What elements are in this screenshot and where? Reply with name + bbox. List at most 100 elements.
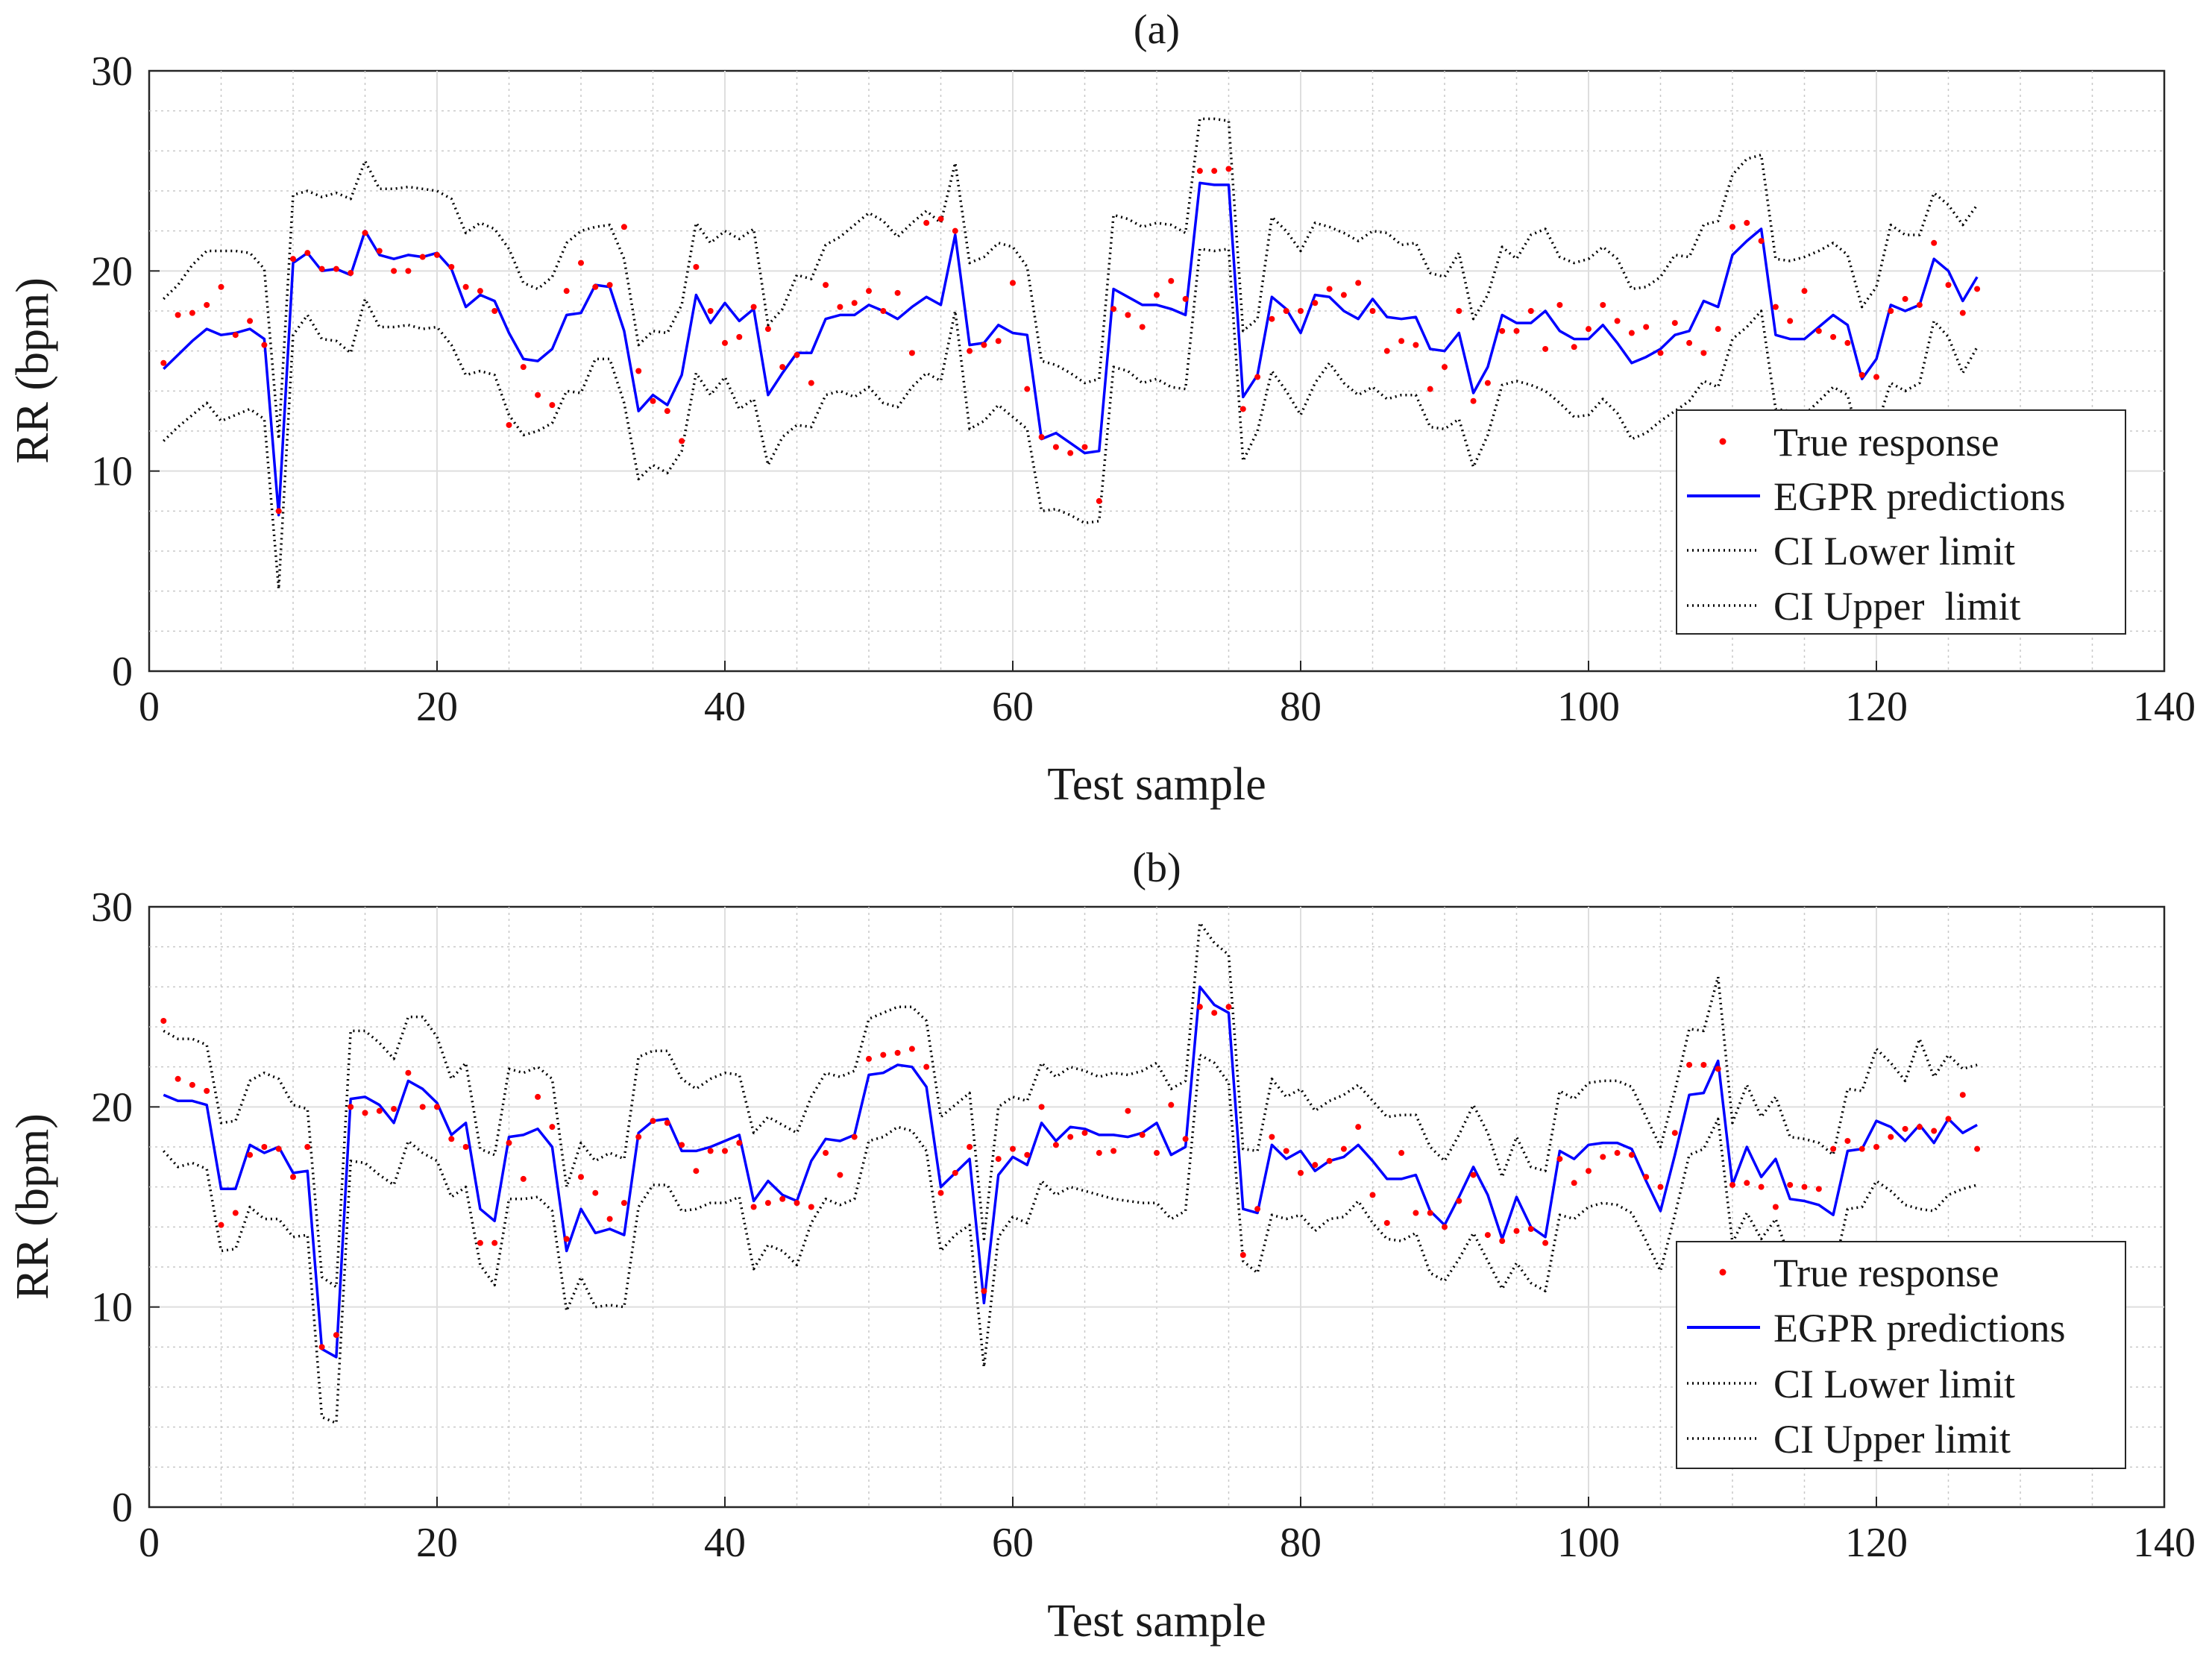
y-tick-label-b: 10: [91, 1285, 133, 1331]
true-response-point: [823, 282, 829, 289]
true-response-point: [275, 1145, 282, 1152]
x-axis-label-b: Test sample: [1047, 1596, 1266, 1647]
true-response-point: [1931, 1128, 1938, 1134]
x-tick-label-b: 60: [992, 1520, 1034, 1566]
true-response-point: [880, 1051, 887, 1058]
x-tick-label-a: 40: [704, 684, 746, 730]
true-response-point: [1398, 338, 1405, 345]
legend-label-ci-lower-a: CI Lower limit: [1773, 529, 2015, 573]
true-response-point: [1945, 282, 1952, 289]
true-response-point: [1196, 168, 1203, 174]
true-response-point: [232, 1210, 239, 1216]
true-response-point: [1657, 350, 1664, 356]
true-response-point: [491, 1239, 498, 1246]
true-response-point: [1513, 1227, 1520, 1234]
panel-b: 0 20 40 60 80 100 120 140 0 10 20 30 (b) Test sampl…: [7, 845, 2196, 1647]
ci-upper-limit-line-a: [163, 117, 1979, 441]
true-response-point: [894, 1049, 901, 1056]
true-response-point: [1096, 1150, 1102, 1157]
true-response-point: [1600, 301, 1606, 308]
true-response-point: [218, 1221, 224, 1228]
true-response-point: [1758, 1183, 1765, 1190]
legend-label-true-response-b: True response: [1773, 1251, 1999, 1295]
true-response-point: [261, 1144, 268, 1150]
true-response-point: [908, 350, 915, 356]
true-response-point: [1052, 1142, 1059, 1148]
true-response-point: [1038, 1104, 1045, 1110]
true-response-point: [1225, 1004, 1232, 1010]
ci-upper-limit-line-b: [163, 921, 1978, 1289]
true-response-point: [823, 1150, 829, 1157]
true-response-point: [1340, 1145, 1347, 1152]
y-axis-label-a: RR (bpm): [7, 277, 58, 464]
true-response-point: [606, 282, 613, 289]
true-response-point: [1355, 280, 1362, 286]
true-response-point: [333, 265, 339, 272]
true-response-point: [1067, 450, 1074, 456]
true-response-point: [405, 268, 412, 274]
legend-label-egpr-a: EGPR predictions: [1773, 474, 2065, 519]
true-response-point: [1787, 318, 1794, 324]
true-response-point: [391, 268, 398, 274]
true-response-point: [1427, 1210, 1433, 1216]
true-response-point: [290, 256, 296, 262]
true-response-point: [1038, 434, 1045, 441]
true-response-point: [1815, 327, 1822, 334]
true-response-point: [462, 283, 469, 290]
true-response-point: [477, 1239, 483, 1246]
true-response-point: [635, 368, 642, 374]
true-response-point: [1484, 1232, 1491, 1239]
true-response-point: [1844, 1137, 1851, 1144]
true-response-point: [563, 1236, 570, 1242]
true-response-point: [1700, 350, 1707, 356]
legend-marker-true-response-a: [1719, 438, 1726, 445]
true-response-point: [405, 1069, 412, 1076]
grid-a: [149, 71, 2164, 671]
true-response-point: [794, 1200, 800, 1207]
true-response-point: [1527, 1226, 1534, 1233]
true-response-point: [1830, 1145, 1837, 1152]
true-response-point: [1931, 239, 1938, 246]
true-response-point: [736, 333, 743, 340]
true-response-point: [549, 1124, 556, 1131]
true-response-point: [1312, 300, 1319, 306]
true-response-point: [1959, 309, 1966, 316]
true-response-point: [592, 1189, 599, 1196]
legend-box-a: [1676, 409, 2126, 635]
egpr-predictions-line-a: [163, 181, 1979, 517]
true-response-point: [1067, 1134, 1074, 1140]
true-response-point: [290, 1174, 296, 1180]
true-response-point: [204, 301, 210, 308]
true-response-point: [764, 326, 771, 333]
true-response-point: [1527, 308, 1534, 314]
true-response-point: [679, 1142, 685, 1148]
true-response-point: [952, 227, 958, 234]
true-response-point: [506, 421, 512, 428]
true-response-point: [1239, 406, 1246, 412]
x-tick-label-b: 40: [704, 1520, 746, 1566]
true-response-point: [923, 1063, 930, 1070]
true-response-point: [1888, 1134, 1894, 1140]
x-tick-label-a: 100: [1557, 684, 1620, 730]
true-response-point: [318, 265, 325, 272]
true-response-point: [1873, 374, 1879, 380]
true-response-point: [1369, 1192, 1376, 1198]
y-tick-label-a: 20: [91, 248, 133, 295]
true-response-point: [779, 1195, 786, 1202]
true-response-point: [419, 1104, 426, 1110]
true-response-point: [908, 1046, 915, 1052]
true-response-point: [1470, 397, 1477, 404]
true-response-point: [304, 250, 311, 257]
true-response-point: [448, 1136, 455, 1142]
true-response-point: [1239, 1251, 1246, 1258]
true-response-point: [419, 254, 426, 260]
egpr-predictions-line-b: [163, 985, 1978, 1359]
true-response-point: [362, 230, 368, 236]
y-tick-label-a: 30: [91, 48, 133, 95]
true-response-point: [1715, 1066, 1721, 1072]
true-response-point: [1686, 339, 1693, 346]
true-response-point: [1024, 386, 1031, 392]
true-response-point: [1586, 326, 1592, 333]
chart-title-b: (b): [1132, 845, 1181, 891]
true-response-point: [1456, 1198, 1462, 1204]
